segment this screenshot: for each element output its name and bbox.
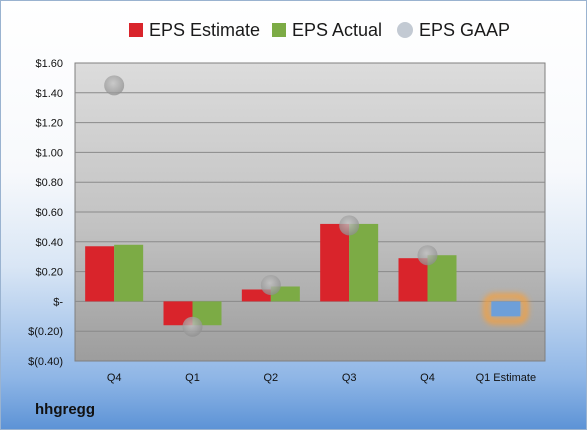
x-axis-ticks: Q4 Q1 Q2 Q3 Q4 Q1 Estimate xyxy=(107,372,536,384)
x-tick-label: Q3 xyxy=(342,372,357,384)
bar-eps-actual xyxy=(114,244,144,302)
bar-eps-estimate xyxy=(241,289,271,302)
legend-swatch-eps-gaap xyxy=(397,22,413,38)
legend-swatch-eps-actual xyxy=(272,23,286,37)
y-axis-ticks: $(0.40) $(0.20) $- $0.20 $0.40 $0.60 $0.80 $1.0… xyxy=(28,58,63,368)
gaap-point xyxy=(260,275,281,296)
gaap-point xyxy=(104,75,125,96)
bar-eps-estimate xyxy=(398,258,428,302)
y-tick-label: $0.80 xyxy=(35,177,63,189)
y-tick-label: $(0.40) xyxy=(28,356,63,368)
y-tick-label: $0.60 xyxy=(35,207,63,219)
y-tick-label: $1.60 xyxy=(35,58,63,70)
estimate-glow xyxy=(483,293,529,325)
legend-item-eps-actual: EPS Actual xyxy=(272,17,382,43)
x-tick-label: Q4 xyxy=(107,372,122,384)
legend-swatch-eps-estimate xyxy=(129,23,143,37)
y-tick-label: $1.00 xyxy=(35,147,63,159)
legend-item-eps-estimate: EPS Estimate xyxy=(129,17,260,43)
gaap-points xyxy=(104,75,438,337)
legend-label-eps-estimate: EPS Estimate xyxy=(149,19,261,40)
bars xyxy=(85,223,529,326)
y-tick-label: $1.20 xyxy=(35,118,63,130)
x-tick-label: Q1 Estimate xyxy=(476,372,537,384)
gaap-point xyxy=(339,215,360,236)
legend-label-eps-gaap: EPS GAAP xyxy=(419,19,511,40)
y-tick-label: $- xyxy=(53,296,63,308)
x-tick-label: Q2 xyxy=(263,372,278,384)
company-label: hhgregg xyxy=(35,401,95,418)
y-tick-label: $1.40 xyxy=(35,88,63,100)
bar-eps-estimate-next xyxy=(491,301,521,317)
bar-eps-actual xyxy=(192,301,222,326)
legend-label-eps-actual: EPS Actual xyxy=(292,19,383,40)
gaap-point xyxy=(417,245,438,266)
y-tick-label: $(0.20) xyxy=(28,326,63,338)
bar-eps-actual xyxy=(349,223,379,302)
bar-eps-estimate xyxy=(320,223,350,302)
bar-eps-estimate xyxy=(85,246,115,302)
y-tick-label: $0.40 xyxy=(35,237,63,249)
x-tick-label: Q4 xyxy=(420,372,435,384)
bar-eps-estimate xyxy=(163,301,193,326)
gaap-point xyxy=(182,316,203,337)
x-tick-label: Q1 xyxy=(185,372,200,384)
gridlines xyxy=(75,92,545,332)
y-tick-label: $0.20 xyxy=(35,267,63,279)
legend-item-eps-gaap: EPS GAAP xyxy=(397,17,510,43)
